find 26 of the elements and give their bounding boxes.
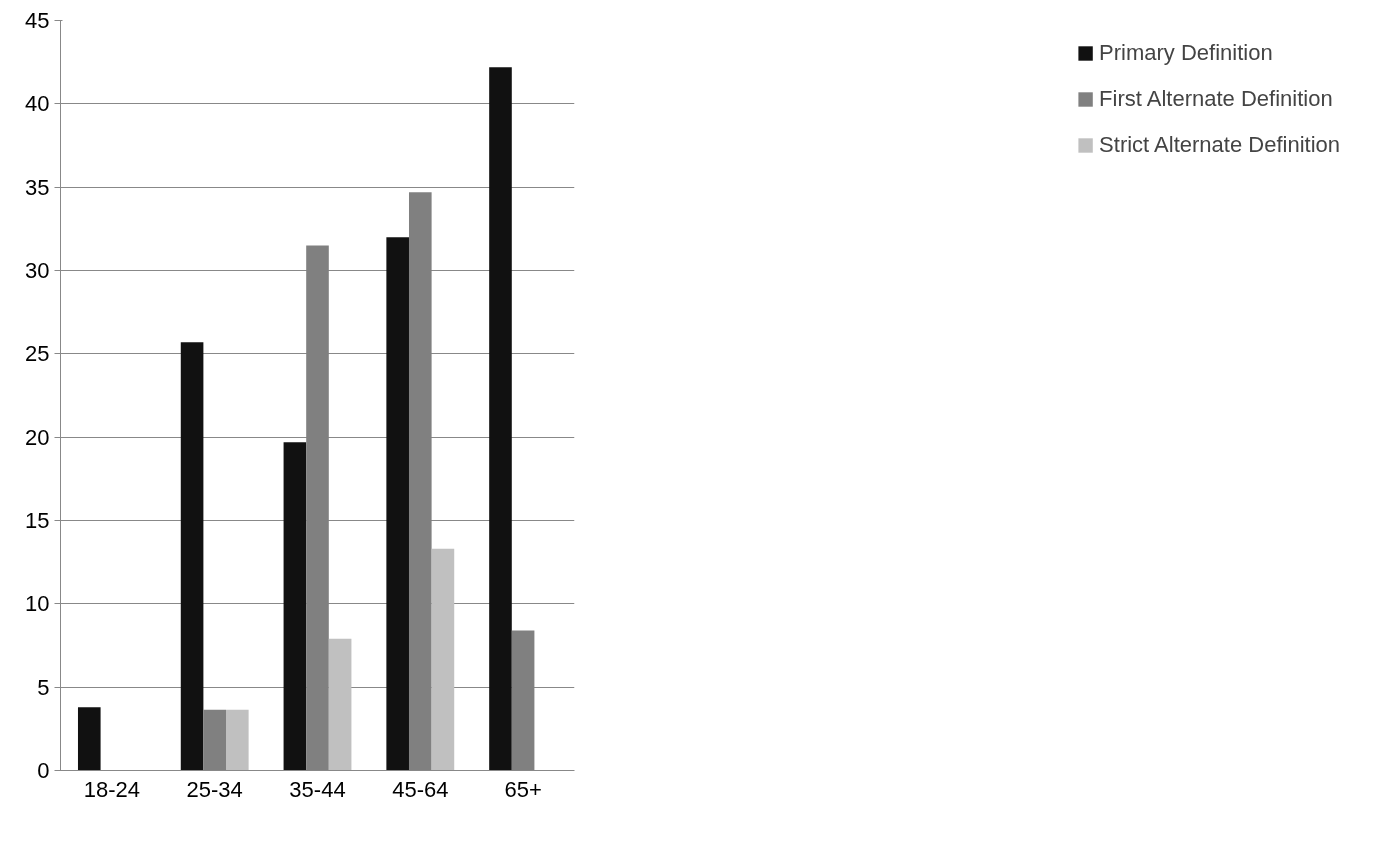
- y-tick-label: 10: [25, 591, 50, 617]
- y-tick-label: 0: [37, 758, 50, 783]
- x-tick-label: 35-44: [289, 776, 346, 802]
- legend-label: First Alternate Definition: [1099, 86, 1333, 112]
- legend-label: Strict Alternate Definition: [1099, 132, 1340, 158]
- y-tick-label: 35: [25, 174, 50, 200]
- bar: [180, 342, 204, 771]
- y-tick-label: 5: [37, 674, 50, 700]
- bar: [328, 638, 352, 771]
- x-tick-label: 25-34: [186, 776, 243, 802]
- bar: [226, 709, 249, 771]
- legend-label: Primary Definition: [1099, 40, 1273, 66]
- bar: [283, 442, 307, 771]
- y-tick-label: 20: [25, 424, 50, 450]
- bar: [77, 707, 101, 771]
- bar: [431, 548, 455, 771]
- y-tick-label: 25: [25, 341, 50, 367]
- y-tick-label: 15: [25, 508, 50, 533]
- bar: [489, 67, 512, 771]
- y-tick-label: 40: [25, 91, 50, 117]
- x-tick-label: 65+: [504, 776, 542, 802]
- y-tick-label: 45: [25, 8, 50, 33]
- x-tick-label: 45-64: [392, 776, 449, 802]
- bar: [386, 237, 409, 771]
- x-tick-label: 18-24: [83, 776, 141, 802]
- y-tick-label: 30: [25, 258, 50, 283]
